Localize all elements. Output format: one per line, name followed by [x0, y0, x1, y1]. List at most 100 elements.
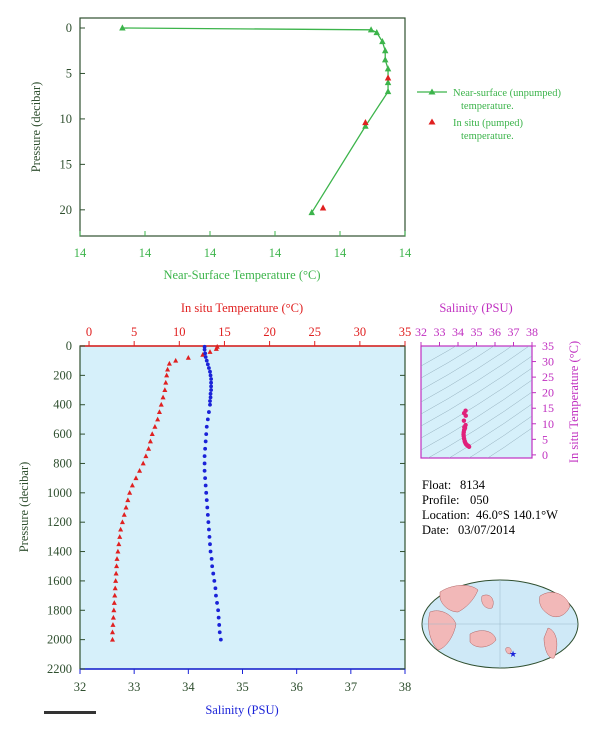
ts-y-tick-label: 30	[542, 355, 554, 369]
ns-y-tick-label: 10	[60, 112, 73, 126]
salinity-point	[209, 377, 213, 381]
profile-y-tick-label: 1400	[47, 545, 72, 559]
ts-point	[462, 425, 467, 430]
salinity-point	[203, 439, 208, 444]
float-label: Float:	[422, 478, 451, 492]
near-surface-point	[379, 38, 386, 45]
salinity-point	[202, 347, 207, 352]
salinity-point	[205, 417, 210, 422]
ts-y-tick-label: 25	[542, 370, 554, 384]
salinity-point	[208, 373, 213, 378]
density-contour	[468, 415, 532, 458]
salinity-point	[208, 542, 212, 547]
legend-label-in-situ-2: temperature.	[461, 131, 514, 142]
temperature-point	[109, 629, 116, 635]
legend-label-near-surface-1: Near-surface (unpumped)	[453, 88, 561, 99]
salinity-point	[212, 579, 217, 583]
ts-y-tick-label: 5	[542, 432, 548, 446]
ts-x-tick-label: 37	[508, 325, 520, 339]
temperature-point	[116, 541, 122, 547]
temperature-point	[110, 614, 116, 620]
location-label: Location:	[422, 508, 470, 522]
salinity-point	[202, 344, 207, 349]
near-surface-chart: 0 5 10 15 20 14 14 14 14 14 14 Pressure (decibar)…	[29, 17, 561, 282]
temperature-point	[111, 607, 117, 613]
ns-x-tick-label: 14	[139, 246, 152, 260]
near-surface-point	[119, 24, 126, 31]
ts-x-tick-label: 33	[434, 325, 446, 339]
temperature-point	[173, 357, 179, 363]
profile-label: Profile:	[422, 493, 460, 507]
near-surface-x-axis-label: Near-Surface Temperature (°C)	[163, 268, 320, 282]
profile-y-tick-label: 1800	[47, 603, 72, 617]
legend-marker-near-surface	[428, 88, 436, 95]
salinity-point	[202, 468, 207, 473]
temperature-point	[125, 497, 131, 503]
near-surface-series	[119, 24, 392, 216]
profile-series	[109, 343, 223, 642]
near-surface-plot-area	[79, 17, 406, 237]
temperature-point	[114, 556, 120, 561]
salinity-point	[208, 402, 212, 407]
temp-tick-label: 30	[354, 325, 367, 339]
salinity-point	[215, 601, 219, 605]
salinity-point	[216, 615, 221, 620]
profile-y-tick-label: 2000	[47, 633, 72, 647]
ts-x-tick-label: 36	[489, 325, 501, 339]
salinity-point	[209, 388, 213, 392]
salinity-point	[204, 424, 209, 429]
density-contour	[421, 367, 532, 439]
temperature-point	[166, 360, 172, 366]
near-surface-point	[384, 78, 392, 86]
profile-top-axis-label: In situ Temperature (°C)	[181, 301, 303, 315]
temperature-point	[213, 346, 219, 351]
ns-x-tick-label: 14	[269, 246, 282, 260]
temperature-point	[119, 519, 125, 525]
temperature-point	[162, 387, 168, 393]
temperature-point	[160, 394, 166, 400]
density-contour	[421, 346, 476, 379]
temperature-point	[155, 416, 161, 422]
in-situ-point	[319, 204, 327, 211]
density-contour	[421, 379, 532, 451]
salinity-point	[218, 637, 223, 642]
temperature-point	[133, 475, 139, 481]
temp-tick-label: 25	[308, 325, 321, 339]
ns-y-tick-label: 5	[66, 66, 72, 80]
salinity-point	[203, 351, 208, 356]
ts-point	[466, 444, 472, 449]
salinity-point	[207, 366, 211, 370]
profile-y-tick-label: 200	[53, 368, 72, 382]
location-value: 46.0°S 140.1°W	[476, 508, 558, 522]
salinity-point	[208, 391, 213, 396]
salinity-point	[203, 476, 208, 481]
temperature-point	[127, 490, 133, 495]
ts-y-tick-label: 20	[542, 386, 554, 400]
ns-x-tick-label: 14	[399, 246, 412, 260]
temp-tick-label: 0	[86, 325, 92, 339]
ns-y-tick-label: 0	[66, 21, 72, 35]
density-contour	[427, 391, 532, 458]
temperature-point	[114, 563, 120, 569]
temperature-point	[163, 379, 169, 385]
salinity-point	[204, 358, 209, 363]
profile-chart: 0200400600800100012001400160018002000220…	[17, 301, 411, 717]
ts-x-tick-label: 34	[452, 325, 464, 339]
salinity-point	[207, 410, 211, 414]
salinity-point	[206, 520, 211, 525]
in-situ-point	[362, 118, 369, 126]
density-contour	[448, 403, 532, 458]
profile-y-tick-label: 800	[53, 456, 72, 470]
sal-tick-label: 35	[236, 680, 249, 694]
temperature-point	[117, 534, 123, 539]
map-graticule	[422, 580, 578, 668]
temperature-point	[112, 592, 118, 598]
sal-tick-label: 37	[345, 680, 358, 694]
temperature-point	[118, 526, 124, 532]
ts-y-tick-label: 15	[542, 401, 554, 415]
ts-y-axis-label: In situ Temperature (°C)	[567, 341, 581, 463]
temperature-point	[149, 431, 155, 437]
